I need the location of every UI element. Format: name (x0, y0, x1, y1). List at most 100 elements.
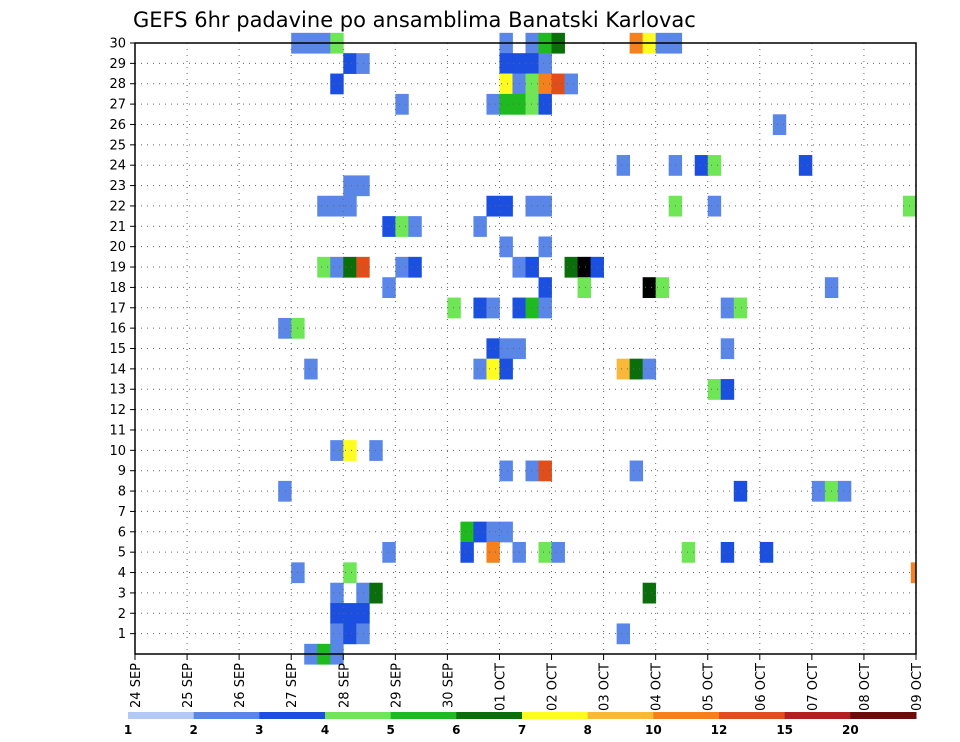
precip-cell (330, 440, 344, 461)
colorbar-label: 6 (452, 723, 460, 737)
precip-cell (551, 73, 565, 95)
y-tick-label: 24 (109, 159, 126, 174)
precip-cell (837, 480, 852, 502)
precip-cell (551, 541, 565, 563)
y-tick-label: 14 (109, 362, 126, 377)
precip-cell (356, 603, 370, 624)
precip-cell (733, 297, 748, 319)
precip-cell (499, 53, 513, 74)
precip-cell (499, 73, 513, 95)
colorbar-swatch (193, 712, 260, 719)
colorbar-swatch (850, 712, 917, 719)
x-tick-label: 06 OCT (754, 663, 769, 711)
y-tick-label: 16 (109, 322, 126, 337)
y-axis: 1234567891011121314151617181920212223242… (109, 37, 135, 642)
precip-cell (486, 195, 500, 217)
colorbar-swatch (587, 712, 654, 719)
precip-cell (525, 256, 539, 278)
precip-cell (499, 93, 513, 115)
colorbar-label: 8 (583, 723, 591, 737)
precip-cell (460, 521, 474, 543)
precip-cell (720, 541, 735, 563)
precip-cell (447, 297, 461, 319)
y-tick-label: 27 (109, 98, 126, 113)
precip-cell (369, 582, 383, 604)
precip-cell (707, 195, 722, 217)
y-tick-label: 18 (109, 281, 126, 296)
precip-cell (616, 623, 631, 645)
precip-cell (382, 541, 396, 563)
precip-cell (538, 541, 552, 563)
precip-cell (642, 277, 657, 298)
precip-cell (564, 73, 578, 95)
precip-cell (616, 155, 631, 176)
precip-cell (642, 582, 657, 604)
precip-cell (369, 440, 383, 461)
x-tick-label: 28 SEP (337, 663, 352, 708)
precip-cell (486, 541, 500, 563)
precip-cell (525, 73, 539, 95)
colorbar: 1 2 3 4 5 6 7 8 10 12 15 20 (124, 712, 917, 737)
precip-cell (629, 460, 644, 482)
x-tick-label: 04 OCT (650, 663, 665, 711)
precip-cell (330, 195, 344, 217)
precip-cell (330, 603, 344, 624)
precip-cell (356, 53, 370, 74)
precip-cell (395, 93, 409, 115)
precip-cell (616, 358, 631, 380)
precip-cell (395, 216, 409, 237)
precip-cell (655, 277, 670, 298)
y-tick-label: 9 (118, 464, 126, 479)
precip-cell (278, 317, 292, 339)
precip-cell (278, 480, 292, 502)
precip-cell (486, 521, 500, 543)
precip-cell (629, 358, 644, 380)
precip-cell (499, 236, 513, 258)
precip-cell (538, 73, 552, 95)
y-tick-label: 6 (118, 525, 126, 540)
colorbar-label: 7 (518, 723, 526, 737)
x-axis: 24 SEP 25 SEP 26 SEP 27 SEP 28 SEP 29 SEP 30 S… (129, 654, 925, 711)
precip-cell (798, 155, 813, 176)
precip-cell (486, 338, 500, 360)
colorbar-swatch (390, 712, 457, 719)
precip-cell (343, 623, 357, 645)
precip-cell (330, 623, 344, 645)
y-tick-label: 4 (118, 566, 126, 581)
precip-cell (910, 562, 916, 584)
y-tick-label: 23 (109, 179, 126, 194)
y-tick-label: 25 (109, 138, 126, 153)
colorbar-label: 2 (189, 723, 197, 737)
colorbar-swatch (784, 712, 851, 719)
precip-cell (499, 358, 513, 380)
precip-cell (538, 53, 552, 74)
precip-cell (330, 256, 344, 278)
precip-cell (356, 175, 370, 197)
y-tick-label: 10 (109, 444, 126, 459)
y-tick-label: 7 (118, 505, 126, 520)
precip-cell (642, 358, 657, 380)
precip-cell (343, 53, 357, 74)
y-tick-label: 5 (118, 546, 126, 561)
x-tick-label: 24 SEP (129, 663, 144, 708)
precip-cell (525, 195, 539, 217)
grid-lines (135, 42, 916, 654)
precip-cell (707, 379, 722, 400)
colorbar-swatch (128, 712, 195, 719)
precip-cell (538, 93, 552, 115)
precip-cell (759, 541, 774, 563)
precip-cell (499, 338, 513, 360)
precip-cell (486, 297, 500, 319)
y-tick-label: 22 (109, 199, 126, 214)
precip-cell (473, 358, 487, 380)
precip-cell (382, 277, 396, 298)
colorbar-label: 20 (842, 723, 859, 737)
precip-cell (343, 562, 357, 584)
y-tick-label: 3 (118, 586, 126, 601)
precip-cell (811, 480, 826, 502)
x-tick-label: 01 OCT (493, 663, 508, 711)
colorbar-label: 15 (776, 723, 793, 737)
y-tick-label: 26 (109, 118, 126, 133)
y-tick-label: 21 (109, 220, 126, 235)
x-tick-label: 27 SEP (285, 663, 300, 708)
